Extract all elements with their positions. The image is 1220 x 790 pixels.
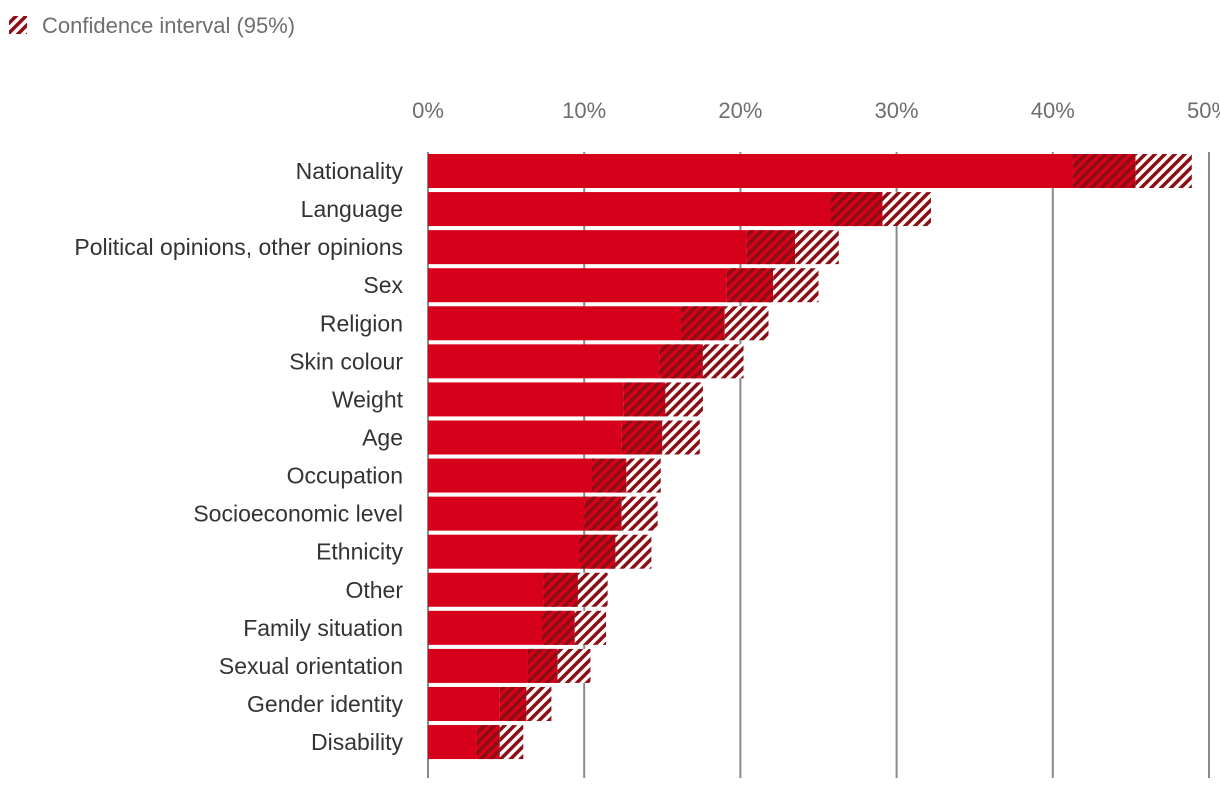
bar	[428, 496, 585, 531]
bar	[428, 610, 543, 645]
bar	[428, 382, 624, 417]
ci-lower-band	[659, 344, 703, 379]
ci-upper-band	[795, 230, 839, 265]
bar	[428, 648, 528, 683]
ci-upper-band	[577, 572, 608, 607]
ci-lower-band	[1073, 154, 1136, 188]
bar	[428, 420, 622, 455]
ci-lower-band	[621, 420, 663, 455]
ci-upper-band	[574, 610, 607, 645]
ci-upper-band	[882, 192, 931, 227]
category-label: Political opinions, other opinions	[74, 234, 403, 260]
category-label: Disability	[311, 729, 404, 755]
category-label: Age	[362, 424, 403, 450]
bar	[428, 344, 660, 379]
ci-upper-band	[724, 306, 769, 341]
category-label: Sexual orientation	[219, 653, 403, 679]
bar	[428, 686, 500, 721]
bar	[428, 458, 593, 493]
x-tick-label: 20%	[718, 98, 762, 123]
x-tick-label: 10%	[562, 98, 606, 123]
ci-upper-band	[621, 496, 658, 531]
ci-lower-band	[623, 382, 666, 417]
ci-upper-band	[557, 648, 591, 683]
ci-lower-band	[542, 610, 575, 645]
ci-lower-band	[499, 686, 527, 721]
bar	[428, 192, 831, 227]
ci-upper-band	[665, 382, 703, 417]
ci-lower-band	[726, 268, 774, 303]
category-label: Nationality	[296, 158, 404, 184]
legend-ci-swatch	[9, 16, 27, 34]
category-label: Religion	[320, 310, 403, 336]
ci-upper-band	[662, 420, 700, 455]
category-label: Weight	[332, 386, 404, 412]
ci-lower-band	[746, 230, 796, 265]
bar	[428, 230, 747, 265]
x-tick-label: 0%	[412, 98, 444, 123]
bar	[428, 572, 544, 607]
x-tick-label: 40%	[1031, 98, 1075, 123]
ci-lower-band	[681, 306, 725, 341]
ci-upper-band	[526, 686, 552, 721]
category-label: Language	[301, 196, 403, 222]
ci-upper-band	[773, 268, 819, 303]
bar	[428, 268, 727, 303]
category-label: Other	[345, 577, 403, 603]
ci-lower-band	[579, 534, 616, 569]
ci-lower-band	[543, 572, 578, 607]
x-tick-label: 50%	[1187, 98, 1220, 123]
ci-lower-band	[527, 648, 558, 683]
ci-upper-band	[702, 344, 744, 379]
ci-lower-band	[830, 192, 883, 227]
ci-upper-band	[615, 534, 652, 569]
ci-lower-band	[584, 496, 622, 531]
bar	[428, 725, 477, 760]
ci-lower-band	[476, 725, 500, 760]
legend-ci-label: Confidence interval (95%)	[42, 13, 295, 38]
ci-upper-band	[626, 458, 661, 493]
bar	[428, 306, 682, 341]
category-label: Occupation	[287, 463, 403, 489]
category-labels: Nationality Language Political opinions, o…	[74, 158, 403, 755]
x-tick-label: 30%	[875, 98, 919, 123]
legend: Confidence interval (95%)	[9, 13, 295, 38]
ci-upper-band	[1135, 154, 1192, 188]
category-label: Sex	[363, 272, 403, 298]
category-label: Ethnicity	[316, 539, 403, 565]
category-label: Gender identity	[247, 691, 403, 717]
ci-upper-band	[499, 725, 524, 760]
category-label: Family situation	[243, 615, 403, 641]
bar	[428, 534, 580, 569]
bars	[428, 154, 1192, 760]
ci-lower-band	[592, 458, 627, 493]
category-label: Socioeconomic level	[193, 501, 403, 527]
bar	[428, 154, 1074, 188]
category-label: Skin colour	[289, 348, 403, 374]
x-axis-tick-labels: 0% 10% 20% 30% 40% 50%	[412, 98, 1220, 123]
